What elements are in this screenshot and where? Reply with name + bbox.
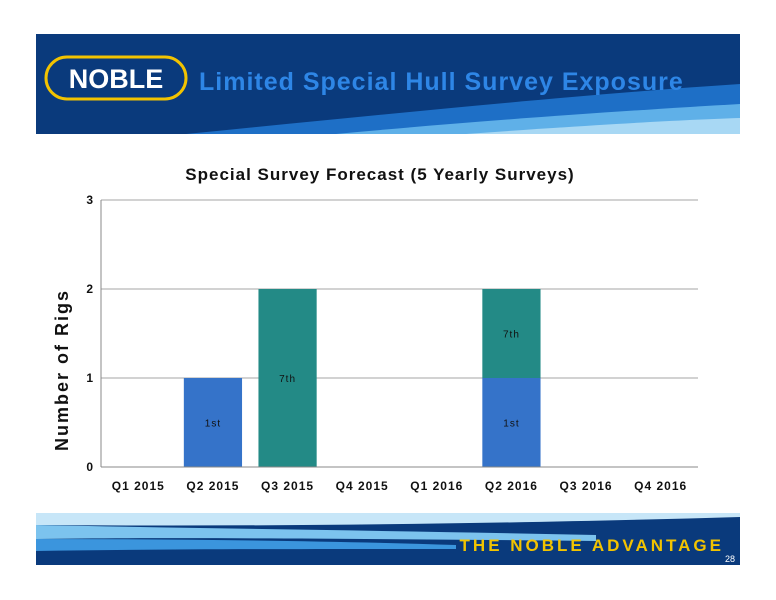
data-label: 7th: [279, 374, 296, 385]
x-tick-label: Q2 2016: [485, 479, 538, 493]
bar: [482, 378, 541, 467]
bar: [258, 289, 317, 467]
x-tick-label: Q2 2015: [186, 479, 239, 493]
x-tick-labels: Q1 2015 Q2 2015 Q3 2015 Q4 2015 Q1 2016 Q2 20…: [112, 479, 687, 493]
y-axis-label: Number of Rigs: [52, 289, 72, 451]
gridlines: [101, 199, 698, 379]
noble-logo: NOBLE: [44, 55, 188, 101]
logo-text: NOBLE: [69, 64, 164, 94]
footer-tagline: THE NOBLE ADVANTAGE: [460, 536, 724, 555]
bars: [183, 289, 541, 467]
page-number: 28: [725, 554, 735, 564]
x-tick-label: Q4 2015: [336, 479, 389, 493]
y-tick-labels: 0 1 2 3: [86, 193, 93, 474]
x-tick-label: Q1 2015: [112, 479, 165, 493]
bar: [482, 289, 541, 378]
x-tick-label: Q3 2015: [261, 479, 314, 493]
chart-title: Special Survey Forecast (5 Yearly Survey…: [185, 165, 574, 184]
survey-chart: Special Survey Forecast (5 Yearly Survey…: [52, 165, 698, 493]
data-label: 1st: [503, 419, 519, 430]
y-tick-label: 3: [86, 193, 93, 207]
footer-wave-mid: [36, 525, 596, 541]
x-tick-label: Q3 2016: [560, 479, 613, 493]
header-wave-light: [466, 118, 740, 134]
header-banner: NOBLE Limited Special Hull Survey Exposu…: [36, 34, 740, 134]
bar: [183, 378, 243, 467]
logo-oval: [44, 55, 188, 101]
footer-wave-light: [36, 513, 740, 526]
footer-wave-dark: [36, 539, 456, 551]
footer-banner: THE NOBLE ADVANTAGE 28: [36, 513, 740, 565]
slide-title: Limited Special Hull Survey Exposure: [199, 68, 684, 96]
data-labels: 1st 1st 7th 7th: [205, 330, 520, 430]
y-tick-label: 1: [86, 371, 93, 385]
data-label: 7th: [503, 330, 520, 341]
y-tick-label: 2: [86, 282, 93, 296]
x-tick-label: Q1 2016: [410, 479, 463, 493]
x-tick-label: Q4 2016: [634, 479, 687, 493]
y-tick-label: 0: [86, 460, 93, 474]
data-label: 1st: [205, 419, 221, 430]
